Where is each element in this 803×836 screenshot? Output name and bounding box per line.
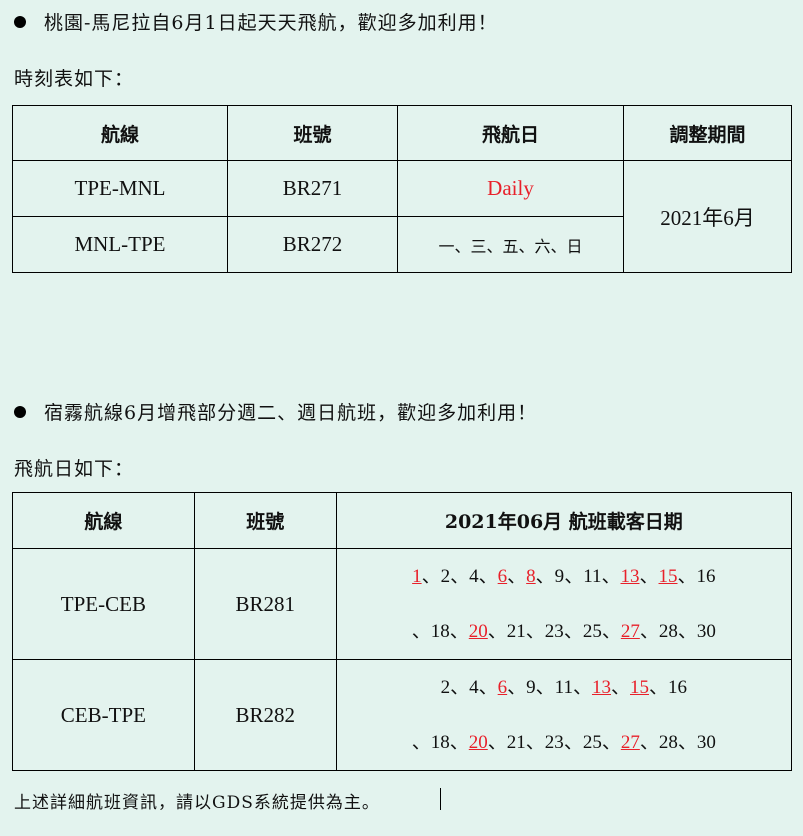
date: 、 [601,621,621,642]
schedule-intro: 時刻表如下： [14,68,135,90]
table-header-row: 航線 班號 2021年06月 航班載客日期 [12,492,793,549]
date: 、30 [677,732,716,753]
flight-cell: BR271 [227,160,398,217]
date: 、23 [525,732,564,753]
date: 、11 [535,677,573,698]
header-flight: 班號 [193,492,337,549]
date: 、25 [563,621,602,642]
highlighted-date: 27 [620,621,640,642]
flight-cell: BR272 [227,216,398,273]
date: 、9 [535,566,565,587]
header-period: 調整期間 [623,105,792,161]
date: 、18 [411,732,450,753]
days-intro: 飛航日如下： [14,458,135,480]
date: 、23 [525,621,564,642]
table-row: CEB-TPE BR282 2、4、6、9、11、13、15、16 、18、20、… [12,659,793,771]
date: 2 [440,677,451,698]
dates-line: 1、2、4、6、8、9、11、13、15、16 [337,549,791,604]
flight-cell: BR281 [193,548,337,660]
bullet-icon [14,16,26,28]
date: 、 [601,566,621,587]
header-route: 航線 [12,492,195,549]
date: 、16 [649,677,688,698]
highlighted-date: 13 [620,566,640,587]
date: 、 [601,732,621,753]
days-cell: 一、三、五、六、日 [397,216,624,273]
date: 、28 [639,732,678,753]
header-dates: 2021年06月 航班載客日期 [335,492,793,549]
date: 、 [449,732,469,753]
announcement-2: 宿霧航線6月增飛部分週二、週日航班，歡迎多加利用！ [14,398,537,425]
bullet-icon [14,406,26,418]
table-row: TPE-CEB BR281 1、2、4、6、8、9、11、13、15、16 、18… [12,548,793,660]
text-caret [440,788,441,810]
dates-line: 、18、20、21、23、25、27、28、30 [337,715,791,770]
dates-line: 2、4、6、9、11、13、15、16 [337,660,791,715]
highlighted-date: 1 [412,566,422,587]
date: 、 [639,566,659,587]
date: 、11 [564,566,602,587]
date: 、25 [563,732,602,753]
dates-cell: 1、2、4、6、8、9、11、13、15、16 、18、20、21、23、25、2… [335,548,793,660]
highlighted-date: 20 [468,621,488,642]
date: 、4 [450,566,479,587]
header-flight: 班號 [227,105,398,161]
date: 、28 [639,621,678,642]
date: 、 [572,677,592,698]
date: 、18 [411,621,450,642]
date: 、30 [677,621,716,642]
highlighted-date: 20 [468,732,488,753]
date: 、 [449,621,469,642]
highlighted-date: 15 [658,566,678,587]
days-cell: Daily [397,160,624,217]
header-route: 航線 [12,105,228,161]
announcement-text: 桃園-馬尼拉自6月1日起天天飛航，歡迎多加利用！ [44,12,498,34]
flight-cell: BR282 [193,659,337,771]
highlighted-date: 15 [630,677,649,698]
footer-note: 上述詳細航班資訊，請以GDS系統提供為主。 [14,793,380,813]
schedule-table-ceb: 航線 班號 2021年06月 航班載客日期 TPE-CEB BR281 1、2、… [12,492,793,771]
date: 、 [610,677,630,698]
route-cell: TPE-MNL [12,160,228,217]
date: 、9 [507,677,536,698]
announcement-1: 桃園-馬尼拉自6月1日起天天飛航，歡迎多加利用！ [14,8,498,35]
highlighted-date: 6 [497,566,508,587]
table-row: MNL-TPE BR272 一、三、五、六、日 [12,216,792,273]
date: 、21 [487,732,526,753]
announcement-text: 宿霧航線6月增飛部分週二、週日航班，歡迎多加利用！ [44,402,538,424]
route-cell: MNL-TPE [12,216,228,273]
highlighted-date: 27 [620,732,640,753]
dates-cell: 2、4、6、9、11、13、15、16 、18、20、21、23、25、27、28… [335,659,793,771]
route-cell: CEB-TPE [12,659,195,771]
date: 、 [507,566,527,587]
date: 、 [478,566,498,587]
dates-line: 、18、20、21、23、25、27、28、30 [337,604,791,659]
date: 、4 [450,677,479,698]
header-days: 飛航日 [397,105,624,161]
highlighted-date: 8 [526,566,536,587]
date: 、16 [677,566,716,587]
route-cell: TPE-CEB [12,548,195,660]
date: 、 [478,677,498,698]
highlighted-date: 13 [591,677,611,698]
date: 、2 [421,566,451,587]
table-row: TPE-MNL BR271 Daily 2021年6月 [12,160,792,273]
table-header-row: 航線 班號 飛航日 調整期間 [12,105,792,161]
date: 、21 [487,621,526,642]
highlighted-date: 6 [497,677,508,698]
period-cell: 2021年6月 [623,160,792,273]
schedule-table-mnl: 航線 班號 飛航日 調整期間 TPE-MNL BR271 Daily 2021年… [12,105,792,273]
